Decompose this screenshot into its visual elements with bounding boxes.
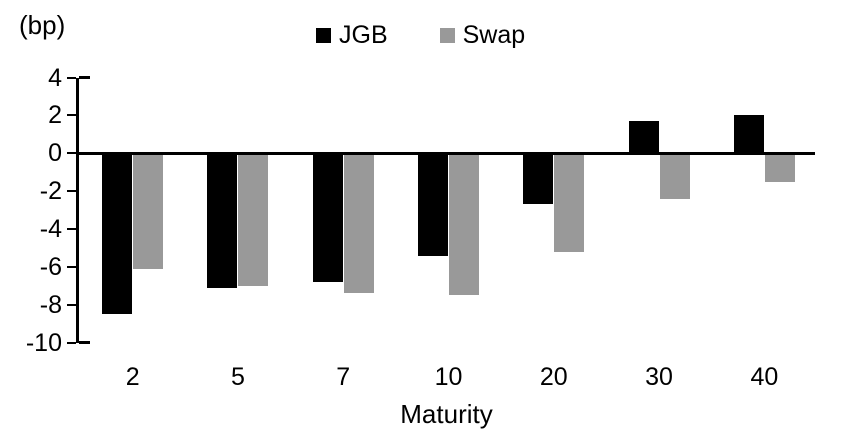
bar-swap-30 [659,153,690,199]
bar-jgb-10 [418,153,448,256]
y-axis-tick [67,114,76,117]
y-axis-tick-label: -2 [39,177,62,206]
bar-swap-10 [449,153,479,296]
x-axis-tick-label: 10 [434,363,463,391]
x-axis-tick-label: 30 [645,363,673,391]
jgb-series-swatch-icon [316,28,331,43]
y-axis-tick [67,265,76,268]
y-axis-tick [67,228,76,231]
swap-series-swatch-icon [439,28,455,43]
x-axis-title: Maturity [400,399,493,429]
legend-item-swap: Swap [439,21,526,50]
bar-jgb-30 [628,121,659,154]
y-axis-bottom-cap [79,341,90,345]
bar-swap-5 [238,153,269,286]
y-axis-line [76,77,79,343]
y-axis-tick-label: -4 [39,215,62,244]
bar-swap-20 [554,153,585,252]
legend-label-jgb: JGB [339,21,388,49]
legend-label-swap: Swap [462,21,526,49]
y-axis-tick-label: 2 [48,101,62,130]
y-axis-tick [67,76,76,79]
x-axis-tick-label: 2 [125,363,140,391]
y-axis-top-cap [79,76,90,80]
bar-jgb-2 [102,153,133,315]
x-axis-tick-label: 40 [750,363,779,391]
bar-swap-7 [343,153,374,294]
legend-item-jgb: JGB [316,21,388,50]
y-axis-tick-label: -8 [39,290,62,319]
legend: JGB Swap [316,21,525,50]
bar-jgb-7 [312,153,343,283]
y-axis-unit-label: (bp) [19,10,66,40]
bar-jgb-5 [207,153,238,288]
y-axis-tick-label: 0 [48,139,62,168]
x-axis-tick-label: 20 [539,363,568,391]
y-axis-tick [67,190,76,193]
bar-swap-2 [133,153,164,269]
y-axis-tick [67,341,76,344]
bar-jgb-40 [733,115,764,154]
y-axis-tick-label: -10 [25,328,62,357]
zero-axis-line [76,151,815,155]
bar-swap-40 [764,153,795,182]
x-axis-tick-label: 7 [336,363,351,391]
y-axis-tick [67,303,76,306]
y-axis-tick-label: -6 [39,252,62,281]
x-axis-tick-label: 5 [230,363,245,391]
y-axis-tick-label: 4 [48,63,62,92]
y-axis-tick [67,152,76,155]
bar-jgb-20 [523,153,554,205]
